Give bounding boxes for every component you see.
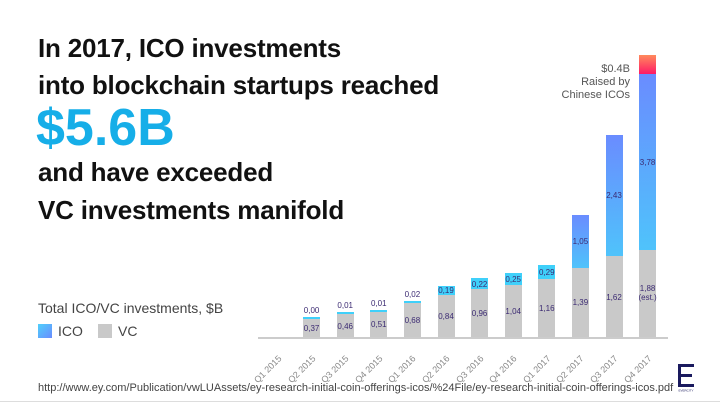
ico-bar bbox=[538, 264, 556, 279]
footer-divider bbox=[0, 401, 720, 402]
vc-bar bbox=[370, 311, 388, 337]
vc-value-label: 1,62 bbox=[606, 292, 622, 302]
ico-value-label: 3,78 bbox=[639, 157, 656, 167]
annotation-line-2: Raised by bbox=[581, 76, 630, 88]
headline-line-3: and have exceeded bbox=[38, 157, 274, 187]
ico-bar bbox=[370, 309, 388, 312]
legend-ico: ICO bbox=[38, 323, 83, 339]
vc-bar bbox=[336, 314, 354, 337]
legend-title: Total ICO/VC investments, $B bbox=[38, 300, 224, 316]
legend-ico-label: ICO bbox=[58, 323, 83, 339]
vc-swatch bbox=[98, 324, 112, 338]
headline-line-4: VC investments manifold bbox=[38, 195, 345, 225]
vc-value-label: 0,37 bbox=[303, 323, 320, 333]
ico-bar bbox=[437, 285, 455, 295]
vc-value-label: 1,16 bbox=[539, 304, 555, 313]
ico-bar bbox=[639, 73, 657, 250]
ico-value-label: 2,43 bbox=[606, 191, 622, 201]
headline-line-2: into blockchain startups reached bbox=[38, 70, 440, 100]
ico-bar bbox=[571, 215, 589, 268]
x-axis-line bbox=[258, 337, 668, 339]
ico-swatch bbox=[38, 324, 52, 338]
chinese-ico-bar bbox=[639, 55, 657, 74]
ico-value-label: 0,02 bbox=[404, 290, 421, 299]
ico-value-label: 0,29 bbox=[539, 267, 555, 277]
source-link[interactable]: http://www.ey.com/Publication/vwLUAssets… bbox=[38, 382, 674, 394]
annotation-amount: $0.4B bbox=[601, 63, 630, 75]
ico-bar bbox=[471, 278, 489, 289]
vc-bar bbox=[605, 256, 623, 337]
legend-vc: VC bbox=[98, 323, 137, 339]
vc-value-label: 0,68 bbox=[404, 316, 421, 325]
ico-value-label: 0,22 bbox=[471, 279, 488, 289]
vc-bar bbox=[504, 285, 522, 337]
ico-value-label: 0,00 bbox=[303, 305, 320, 315]
ico-value-label: 0,25 bbox=[505, 274, 521, 284]
ico-bar bbox=[504, 272, 522, 285]
ico-bar bbox=[336, 312, 354, 314]
vc-value-label: 1,88 (est.) bbox=[638, 284, 657, 303]
logo-text: EVERCITY bbox=[678, 389, 693, 393]
vc-bar bbox=[571, 267, 589, 337]
chinese-ico-annotation: $0.4B Raised by Chinese ICOs bbox=[540, 63, 630, 102]
vc-value-label: 0,46 bbox=[337, 321, 353, 331]
headline-line-1: In 2017, ICO investments bbox=[38, 33, 341, 63]
vc-value-label: 0,51 bbox=[371, 320, 387, 330]
vc-bar bbox=[538, 279, 556, 337]
ico-value-label: 1,05 bbox=[572, 237, 589, 247]
vc-bar bbox=[437, 295, 455, 337]
vc-bar bbox=[639, 249, 657, 337]
evercity-logo: EVERCITY bbox=[678, 364, 694, 393]
annotation-line-3: Chinese ICOs bbox=[561, 89, 630, 101]
vc-value-label: 0,84 bbox=[438, 312, 454, 321]
vc-value-label: 1,39 bbox=[572, 298, 589, 308]
ico-value-label: 0,19 bbox=[438, 286, 454, 296]
vc-bar bbox=[303, 318, 321, 337]
legend-vc-label: VC bbox=[118, 323, 138, 339]
ico-bar bbox=[403, 301, 421, 303]
vc-value-label: 1,04 bbox=[505, 307, 521, 316]
ico-bar bbox=[303, 316, 321, 319]
headline-amount: $5.6B bbox=[36, 99, 175, 157]
vc-value-label: 0,96 bbox=[471, 309, 488, 318]
vc-bar bbox=[403, 303, 421, 337]
ico-value-label: 0,01 bbox=[371, 298, 387, 308]
ico-bar bbox=[605, 134, 623, 256]
ico-value-label: 0,01 bbox=[337, 301, 353, 310]
vc-bar bbox=[471, 289, 489, 337]
